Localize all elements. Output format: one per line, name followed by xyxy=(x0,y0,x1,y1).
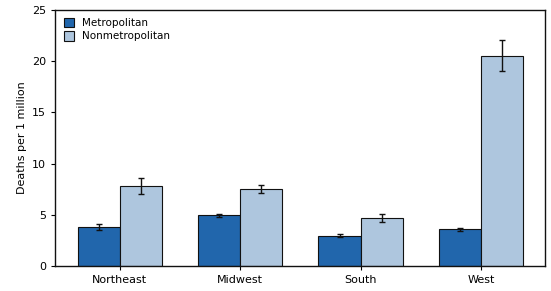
Bar xyxy=(360,218,403,267)
Bar xyxy=(78,227,120,267)
Bar xyxy=(439,229,481,267)
Legend: Metropolitan, Nonmetropolitan: Metropolitan, Nonmetropolitan xyxy=(61,15,174,45)
Bar xyxy=(318,236,360,267)
Bar xyxy=(481,56,523,267)
Y-axis label: Deaths per 1 million: Deaths per 1 million xyxy=(17,81,26,194)
Bar xyxy=(120,186,162,267)
Bar xyxy=(198,215,240,267)
Bar xyxy=(240,189,282,267)
